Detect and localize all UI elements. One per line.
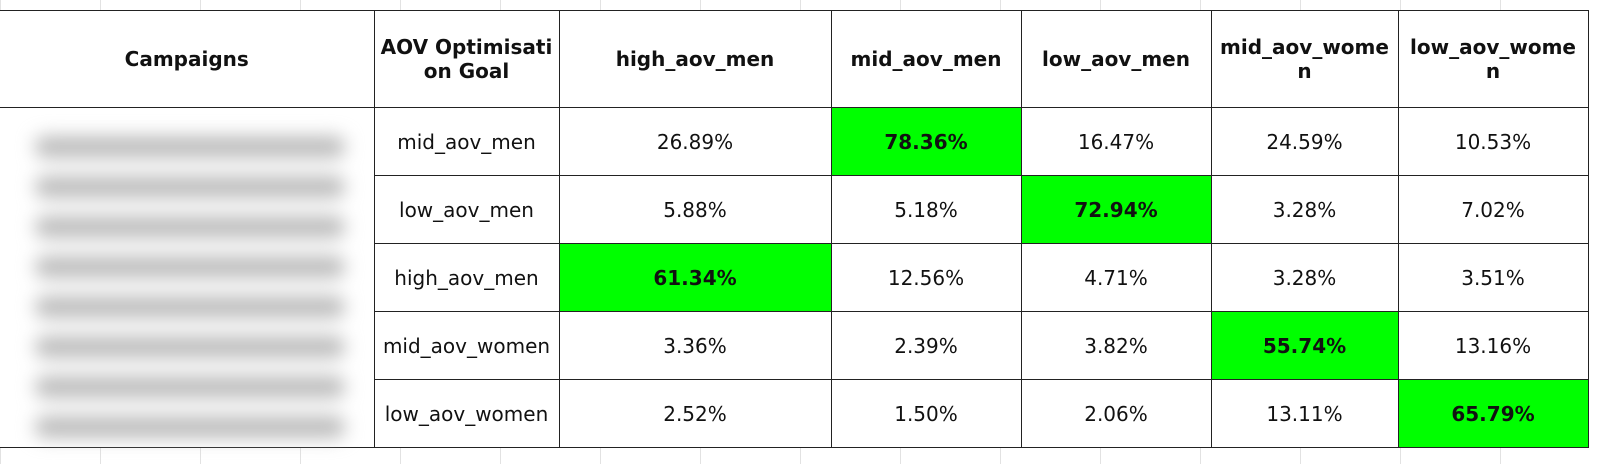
table-row: mid_aov_women 3.36% 2.39% 3.82% 55.74% 13.16%: [0, 311, 1589, 380]
header-cell: low_aov_women: [1397, 10, 1589, 108]
header-cell: mid_aov_men: [830, 10, 1022, 108]
table-row: high_aov_men 61.34% 12.56% 4.71% 3.28% 3.51%: [0, 243, 1589, 312]
value-cell: 61.34%: [558, 243, 832, 312]
value-cell: 72.94%: [1020, 175, 1212, 244]
campaigns-cell: [0, 107, 375, 448]
value-cell: 2.52%: [558, 379, 832, 448]
value-cell: 55.74%: [1210, 311, 1399, 380]
table-row: low_aov_women 2.52% 1.50% 2.06% 13.11% 65.79%: [0, 379, 1589, 448]
blurred-line: [35, 336, 345, 358]
value-cell: 26.89%: [558, 107, 832, 176]
value-cell: 3.82%: [1020, 311, 1212, 380]
value-cell: 3.28%: [1210, 243, 1399, 312]
goal-cell: high_aov_men: [373, 243, 560, 312]
goal-cell: low_aov_women: [373, 379, 560, 448]
value-cell: 7.02%: [1397, 175, 1589, 244]
value-cell: 2.39%: [830, 311, 1022, 380]
header-cell: low_aov_men: [1020, 10, 1212, 108]
blurred-campaign-names: [25, 118, 355, 443]
header-cell: high_aov_men: [558, 10, 832, 108]
blurred-line: [35, 176, 345, 198]
results-table: Campaigns AOV Optimisation Goal high_aov_m…: [0, 10, 1589, 448]
blurred-line: [35, 416, 345, 438]
value-cell: 13.11%: [1210, 379, 1399, 448]
value-cell: 78.36%: [830, 107, 1022, 176]
table-row: mid_aov_men 26.89% 78.36% 16.47% 24.59% 10.53…: [0, 107, 1589, 448]
goal-cell: mid_aov_women: [373, 311, 560, 380]
table-row: low_aov_men 5.88% 5.18% 72.94% 3.28% 7.02%: [0, 175, 1589, 244]
header-row: Campaigns AOV Optimisation Goal high_aov_m…: [0, 10, 1589, 108]
blurred-line: [35, 216, 345, 238]
header-cell: AOV Optimisation Goal: [373, 10, 560, 108]
blurred-line: [35, 376, 345, 398]
value-cell: 3.51%: [1397, 243, 1589, 312]
blurred-line: [35, 136, 345, 158]
value-cell: 24.59%: [1210, 107, 1399, 176]
value-cell: 5.18%: [830, 175, 1022, 244]
header-cell: mid_aov_women: [1210, 10, 1399, 108]
value-cell: 13.16%: [1397, 311, 1589, 380]
blurred-line: [35, 296, 345, 318]
value-cell: 3.28%: [1210, 175, 1399, 244]
value-cell: 3.36%: [558, 311, 832, 380]
value-cell: 1.50%: [830, 379, 1022, 448]
goal-cell: mid_aov_men: [373, 107, 560, 176]
value-cell: 10.53%: [1397, 107, 1589, 176]
value-cell: 16.47%: [1020, 107, 1212, 176]
value-cell: 5.88%: [558, 175, 832, 244]
value-cell: 2.06%: [1020, 379, 1212, 448]
table-body: mid_aov_men 26.89% 78.36% 16.47% 24.59% 10.53…: [0, 107, 1589, 448]
value-cell: 4.71%: [1020, 243, 1212, 312]
blurred-line: [35, 256, 345, 278]
header-cell: Campaigns: [0, 10, 375, 108]
value-cell: 65.79%: [1397, 379, 1589, 448]
goal-cell: low_aov_men: [373, 175, 560, 244]
value-cell: 12.56%: [830, 243, 1022, 312]
